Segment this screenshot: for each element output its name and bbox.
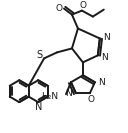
Text: N: N	[35, 102, 43, 112]
Text: O: O	[56, 4, 62, 13]
Text: N: N	[98, 78, 105, 87]
Text: O: O	[79, 1, 86, 10]
Text: N: N	[66, 89, 72, 98]
Text: H₂N: H₂N	[41, 92, 58, 101]
Text: N: N	[103, 33, 110, 42]
Text: O: O	[87, 95, 94, 104]
Text: N: N	[101, 53, 108, 62]
Text: S: S	[36, 50, 42, 60]
